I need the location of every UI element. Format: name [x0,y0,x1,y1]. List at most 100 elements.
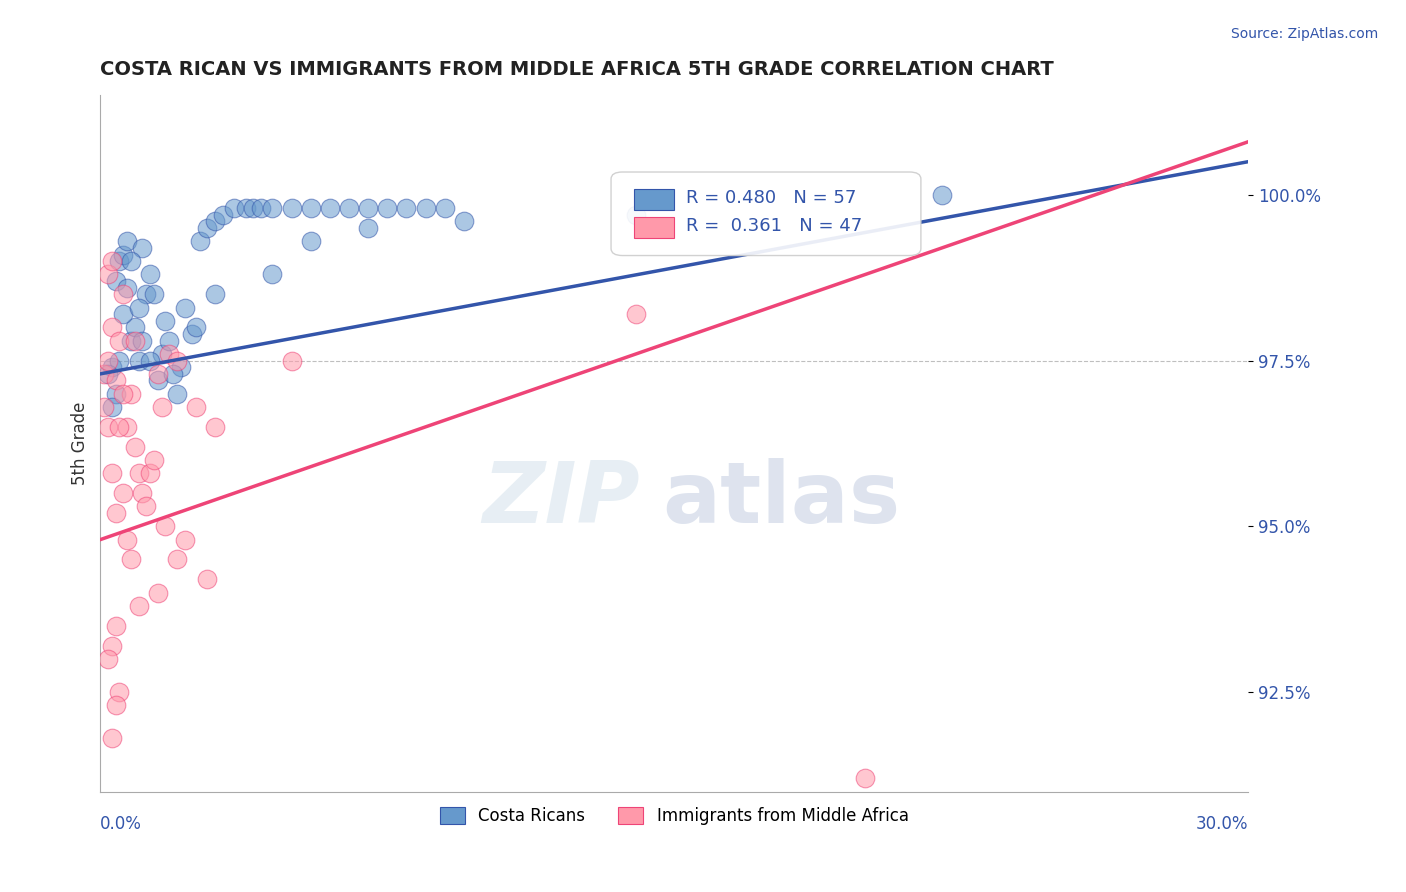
Point [166,552,188,566]
Point [128,467,150,481]
Point [155,519,177,533]
Point [139,268,162,282]
Point [184,320,207,334]
Point [108,420,131,434]
Point [97,353,120,368]
Point [124,320,146,334]
Point [101,320,124,334]
Point [93,367,115,381]
Legend: Costa Ricans, Immigrants from Middle Africa: Costa Ricans, Immigrants from Middle Afr… [433,800,915,832]
Point [108,334,131,348]
Point [204,420,226,434]
Point [112,247,135,261]
Point [120,254,142,268]
Point [146,585,169,599]
Point [135,500,157,514]
Point [128,599,150,613]
Point [337,201,360,215]
Point [242,201,264,215]
Point [319,201,342,215]
Point [104,274,127,288]
Point [120,552,142,566]
Point [157,347,180,361]
Point [181,327,204,342]
Point [280,201,302,215]
Point [124,440,146,454]
Text: R =  0.361   N = 47: R = 0.361 N = 47 [686,218,862,235]
Point [357,221,380,235]
Point [357,201,380,215]
Point [139,353,162,368]
Point [262,201,284,215]
Point [104,374,127,388]
Point [101,360,124,375]
Point [120,334,142,348]
Point [108,353,131,368]
Point [104,386,127,401]
Point [280,353,302,368]
Point [128,353,150,368]
Bar [634,189,673,211]
Point [108,254,131,268]
Point [146,374,169,388]
Point [453,214,475,228]
Point [112,287,135,301]
Y-axis label: 5th Grade: 5th Grade [72,401,89,485]
Point [855,771,877,785]
Point [142,287,165,301]
Point [155,314,177,328]
Point [433,201,456,215]
Point [624,208,647,222]
Point [115,281,138,295]
Text: COSTA RICAN VS IMMIGRANTS FROM MIDDLE AFRICA 5TH GRADE CORRELATION CHART: COSTA RICAN VS IMMIGRANTS FROM MIDDLE AF… [100,60,1054,78]
Point [375,201,398,215]
Point [120,386,142,401]
Point [146,367,169,381]
Point [97,367,120,381]
Point [135,287,157,301]
Point [112,386,135,401]
Point [162,367,184,381]
Point [173,533,195,547]
Point [211,208,233,222]
Point [188,234,211,248]
Point [101,639,124,653]
Point [131,241,153,255]
Bar [634,218,673,238]
Point [224,201,246,215]
Point [108,685,131,699]
Point [93,400,115,414]
Point [101,400,124,414]
Point [197,573,219,587]
Point [173,301,195,315]
Point [299,234,322,248]
Point [395,201,418,215]
Point [115,420,138,434]
Point [262,268,284,282]
Point [415,201,437,215]
Point [197,221,219,235]
Point [115,533,138,547]
Text: atlas: atlas [662,458,901,541]
FancyBboxPatch shape [612,172,921,255]
Text: 30.0%: 30.0% [1195,814,1249,833]
Point [204,287,226,301]
Point [299,201,322,215]
Point [204,214,226,228]
Point [250,201,273,215]
Point [124,334,146,348]
Point [97,652,120,666]
Point [115,234,138,248]
Point [131,334,153,348]
Point [139,467,162,481]
Point [184,400,207,414]
Point [150,400,173,414]
Point [101,467,124,481]
Point [104,506,127,520]
Point [131,486,153,500]
Text: Source: ZipAtlas.com: Source: ZipAtlas.com [1230,27,1378,41]
Point [101,254,124,268]
Point [97,268,120,282]
Point [624,307,647,321]
Point [142,453,165,467]
